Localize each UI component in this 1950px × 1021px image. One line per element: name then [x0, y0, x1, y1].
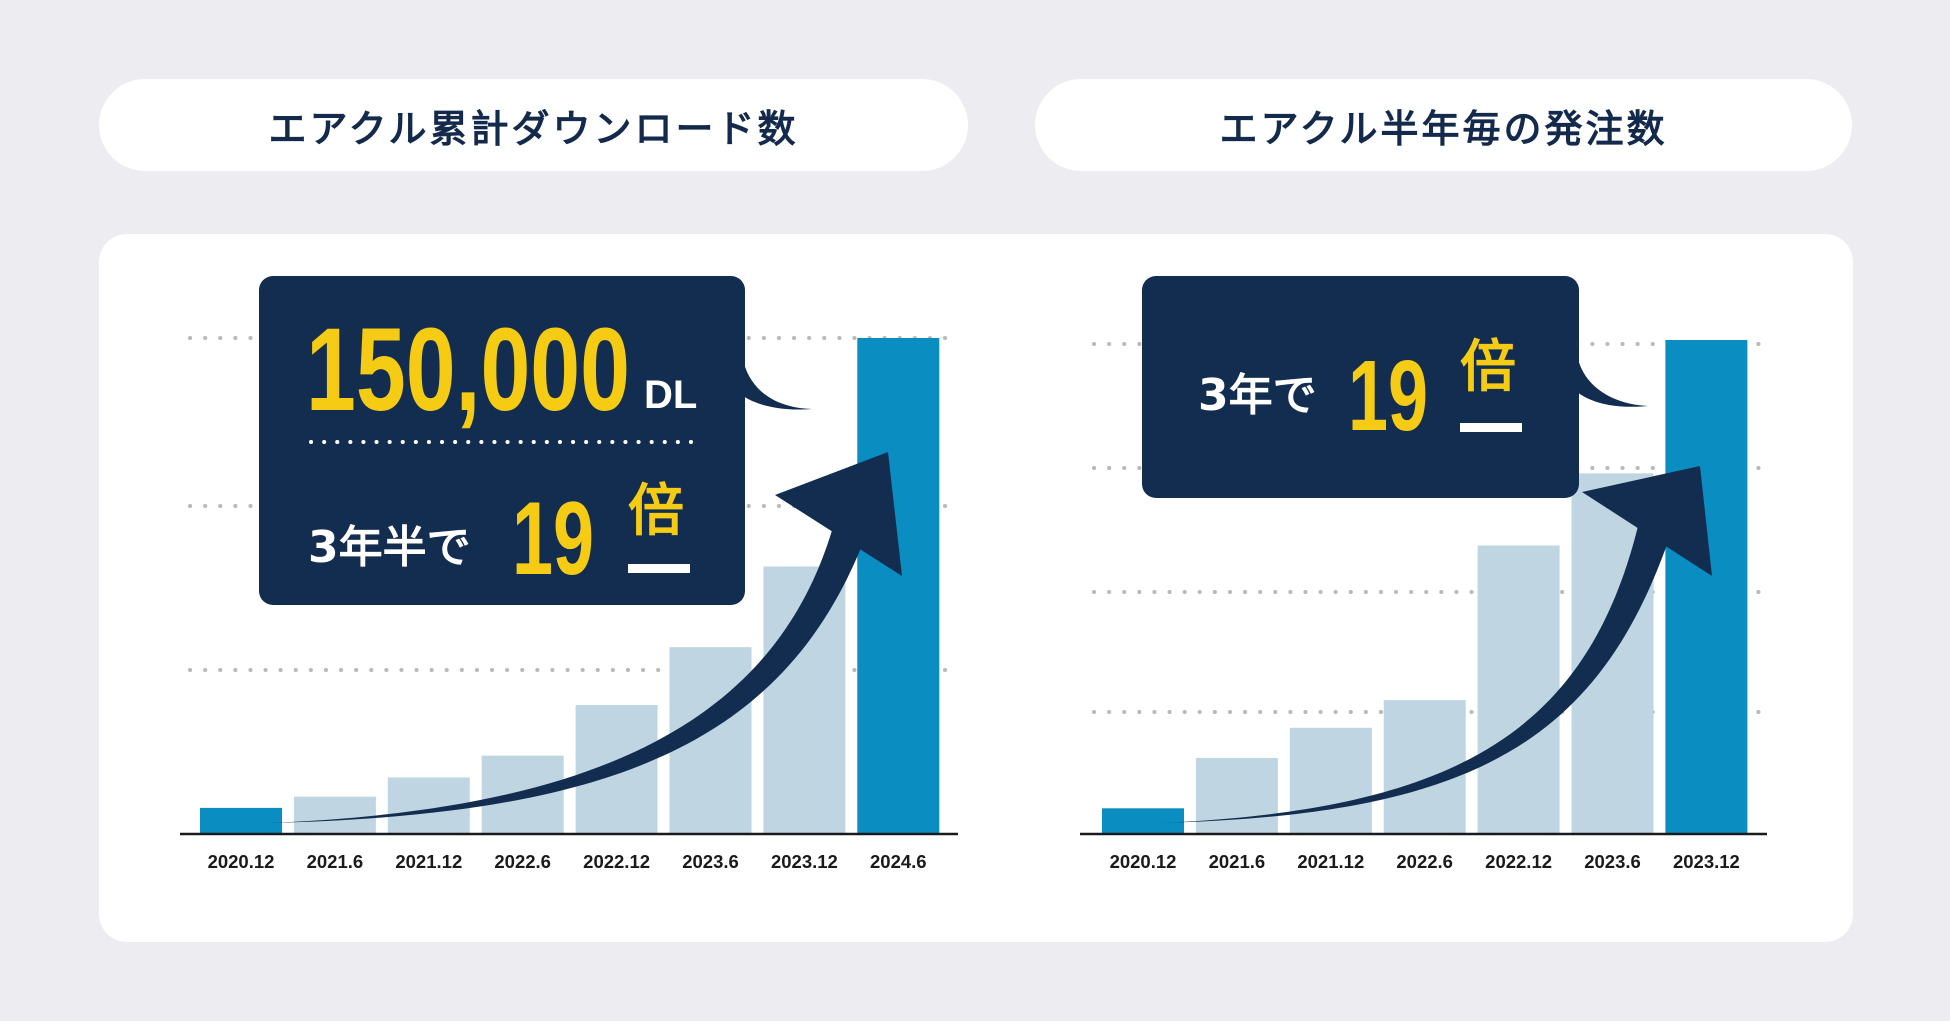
right-tick-label: 2022.6	[1396, 851, 1453, 872]
right-tick-label: 2023.12	[1673, 851, 1740, 872]
left-growth-arrow	[268, 452, 902, 823]
right-bar	[1665, 340, 1748, 834]
right-tick-label: 2021.12	[1297, 851, 1364, 872]
left-tick-label: 2022.6	[494, 851, 551, 872]
left-tick-label: 2022.12	[583, 851, 650, 872]
right-chart-title: エアクル半年毎の発注数	[1219, 106, 1668, 151]
left-chart-title-pill: エアクル累計ダウンロード数	[99, 79, 968, 171]
right-callout: 3年で 19 倍	[1142, 276, 1648, 498]
left-tick-label: 2023.6	[682, 851, 739, 872]
right-bar	[1289, 727, 1372, 834]
right-tick-label: 2023.6	[1584, 851, 1641, 872]
right-callout-prefix: 3年で	[1198, 370, 1317, 421]
left-tick-label: 2024.6	[870, 851, 927, 872]
left-bar	[200, 807, 282, 834]
left-callout-multiplier: 19	[512, 481, 594, 597]
left-callout: 150,000 DL 3年半で 19 倍	[259, 276, 812, 605]
right-tick-label: 2021.6	[1209, 851, 1266, 872]
left-bar	[293, 796, 376, 834]
right-growth-arrow	[1160, 466, 1712, 823]
left-callout-number: 150,000	[306, 304, 630, 436]
left-callout-underline	[628, 564, 690, 573]
left-callout-unit: DL	[644, 373, 697, 417]
left-tick-label: 2021.6	[307, 851, 364, 872]
right-tick-label: 2020.12	[1110, 851, 1177, 872]
left-bar	[857, 338, 940, 834]
right-tick-label: 2022.12	[1485, 851, 1552, 872]
left-tick-label: 2020.12	[208, 851, 275, 872]
right-callout-multiplier: 19	[1348, 340, 1428, 452]
right-callout-underline	[1460, 423, 1522, 432]
left-callout-suffix: 倍	[628, 479, 684, 544]
right-callout-suffix: 倍	[1460, 335, 1516, 400]
right-bar	[1383, 700, 1466, 834]
left-tick-label: 2023.12	[771, 851, 838, 872]
left-chart-title: エアクル累計ダウンロード数	[268, 106, 799, 151]
left-ticks: 2020.12 2021.6 2021.12 2022.6 2022.12 2023.6 2…	[208, 851, 927, 872]
right-bar	[1195, 757, 1278, 834]
left-tick-label: 2021.12	[395, 851, 462, 872]
right-bar	[1102, 808, 1184, 834]
right-ticks: 2020.12 2021.6 2021.12 2022.6 2022.12 2023.6 2…	[1110, 851, 1740, 872]
left-callout-prefix: 3年半で	[308, 522, 471, 573]
right-chart-title-pill: エアクル半年毎の発注数	[1035, 79, 1852, 171]
right-bar	[1477, 545, 1560, 834]
